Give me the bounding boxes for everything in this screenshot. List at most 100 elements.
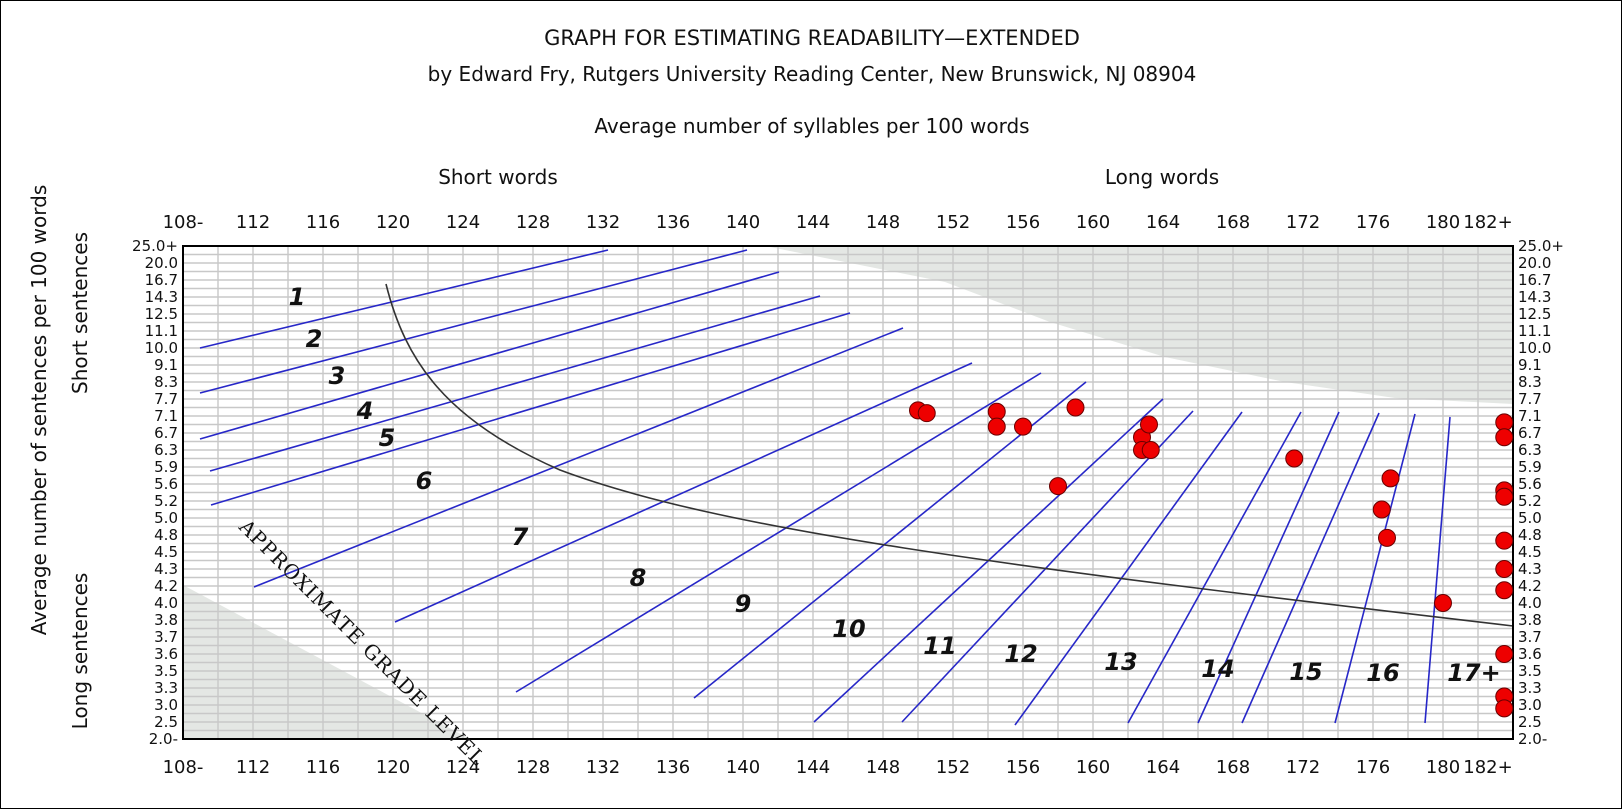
y-tick-label-right: 3.7 <box>1518 628 1542 646</box>
y-tick-label-left: 7.7 <box>154 390 178 408</box>
data-point <box>917 404 936 423</box>
x-tick-label-top: 176 <box>1356 212 1390 233</box>
y-tick-label-right: 3.0 <box>1518 696 1542 714</box>
y-tick-label-left: 5.9 <box>154 458 178 476</box>
y-tick-label-left: 7.1 <box>154 407 178 425</box>
x-tick-label-top: 108- <box>163 212 204 233</box>
x-tick-label-bottom: 144 <box>796 757 830 778</box>
x-tick-label-bottom: 140 <box>726 757 760 778</box>
x-tick-label-bottom: 152 <box>936 757 970 778</box>
x-tick-label-bottom: 182+ <box>1463 757 1512 778</box>
y-tick-label-right: 3.6 <box>1518 645 1542 663</box>
long-sentences-label: Long sentences <box>68 573 92 730</box>
y-tick-label-left: 5.2 <box>154 492 178 510</box>
y-tick-label-left: 6.7 <box>154 424 178 442</box>
grade-label: 13 <box>1104 648 1137 676</box>
x-tick-label-top: 144 <box>796 212 830 233</box>
y-tick-label-left: 10.0 <box>145 339 178 357</box>
short-sentences-label: Short sentences <box>68 232 92 394</box>
y-tick-label-right: 14.3 <box>1518 288 1551 306</box>
grade-line <box>1127 411 1302 724</box>
y-tick-label-right: 11.1 <box>1518 322 1551 340</box>
grade-line <box>1197 411 1340 724</box>
x-tick-label-bottom: 176 <box>1356 757 1390 778</box>
x-tick-label-bottom: 148 <box>866 757 900 778</box>
y-tick-label-right: 5.2 <box>1518 492 1542 510</box>
y-tick-label-right: 2.0- <box>1518 730 1547 748</box>
grade-label: 1 <box>289 283 306 311</box>
data-point <box>987 417 1006 436</box>
short-words-label: Short words <box>438 165 558 189</box>
y-tick-label-right: 6.3 <box>1518 441 1542 459</box>
y-tick-label-left: 16.7 <box>145 271 178 289</box>
grade-label: 3 <box>329 362 346 390</box>
y-tick-label-left: 3.8 <box>154 611 178 629</box>
y-tick-label-right: 4.2 <box>1518 577 1542 595</box>
x-tick-label-top: 116 <box>306 212 340 233</box>
x-tick-label-bottom: 128 <box>516 757 550 778</box>
x-tick-label-bottom: 108- <box>163 757 204 778</box>
data-point <box>1495 645 1514 663</box>
x-tick-label-top: 124 <box>446 212 480 233</box>
y-tick-label-left: 25.0+ <box>132 237 178 255</box>
long-words-label: Long words <box>1105 165 1219 189</box>
x-tick-label-top: 136 <box>656 212 690 233</box>
y-tick-label-right: 16.7 <box>1518 271 1551 289</box>
y-axis-label: Average number of sentences per 100 word… <box>27 185 51 636</box>
y-tick-label-right: 3.8 <box>1518 611 1542 629</box>
grade-label: 14 <box>1201 655 1234 683</box>
grade-label: 17+ <box>1447 659 1501 687</box>
x-tick-label-top: 112 <box>236 212 270 233</box>
grade-line <box>199 271 780 440</box>
grade-line <box>199 249 748 394</box>
y-tick-label-left: 3.5 <box>154 662 178 680</box>
x-tick-label-top: 160 <box>1076 212 1110 233</box>
grade-line <box>210 312 851 506</box>
data-point <box>1049 477 1067 496</box>
grade-label: 10 <box>832 615 865 643</box>
x-tick-label-top: 172 <box>1286 212 1320 233</box>
grade-label: 5 <box>379 424 396 452</box>
chart-subtitle: by Edward Fry, Rutgers University Readin… <box>428 62 1197 86</box>
x-tick-label-bottom: 156 <box>1006 757 1040 778</box>
x-tick-label-top: 164 <box>1146 212 1180 233</box>
y-tick-label-right: 7.1 <box>1518 407 1542 425</box>
y-tick-label-left: 4.3 <box>154 560 178 578</box>
data-point <box>1372 500 1391 519</box>
y-tick-label-left: 4.0 <box>154 594 178 612</box>
y-tick-label-right: 12.5 <box>1518 305 1551 323</box>
y-tick-label-left: 5.0 <box>154 509 178 527</box>
grade-label: 11 <box>923 632 956 660</box>
data-point <box>1434 594 1452 612</box>
grade-line <box>253 327 904 588</box>
y-tick-label-left: 3.0 <box>154 696 178 714</box>
y-tick-label-right: 5.6 <box>1518 475 1542 493</box>
y-tick-label-left: 2.0- <box>149 730 178 748</box>
data-point <box>1014 417 1032 436</box>
y-tick-label-left: 5.6 <box>154 475 178 493</box>
x-tick-label-top: 182+ <box>1463 212 1512 233</box>
x-tick-label-bottom: 124 <box>446 757 480 778</box>
y-tick-label-right: 3.5 <box>1518 662 1542 680</box>
x-tick-label-top: 120 <box>376 212 410 233</box>
grade-lines <box>199 249 1451 726</box>
grade-label: 15 <box>1289 658 1322 686</box>
data-point <box>1495 531 1514 550</box>
y-tick-label-right: 4.8 <box>1518 526 1542 544</box>
grade-line <box>901 410 1194 723</box>
grade-label: 4 <box>356 397 374 425</box>
x-tick-label-bottom: 136 <box>656 757 690 778</box>
x-tick-label-top: 168 <box>1216 212 1250 233</box>
x-tick-label-top: 180 <box>1426 212 1460 233</box>
x-tick-label-top: 156 <box>1006 212 1040 233</box>
data-points <box>909 398 1514 718</box>
x-tick-label-bottom: 132 <box>586 757 620 778</box>
y-tick-label-right: 4.5 <box>1518 543 1542 561</box>
y-tick-label-left: 3.7 <box>154 628 178 646</box>
x-tick-label-top: 128 <box>516 212 550 233</box>
y-tick-label-right: 25.0+ <box>1518 237 1564 255</box>
grade-line <box>1014 411 1243 726</box>
grade-line <box>1424 416 1451 724</box>
grade-label: 9 <box>735 590 752 618</box>
